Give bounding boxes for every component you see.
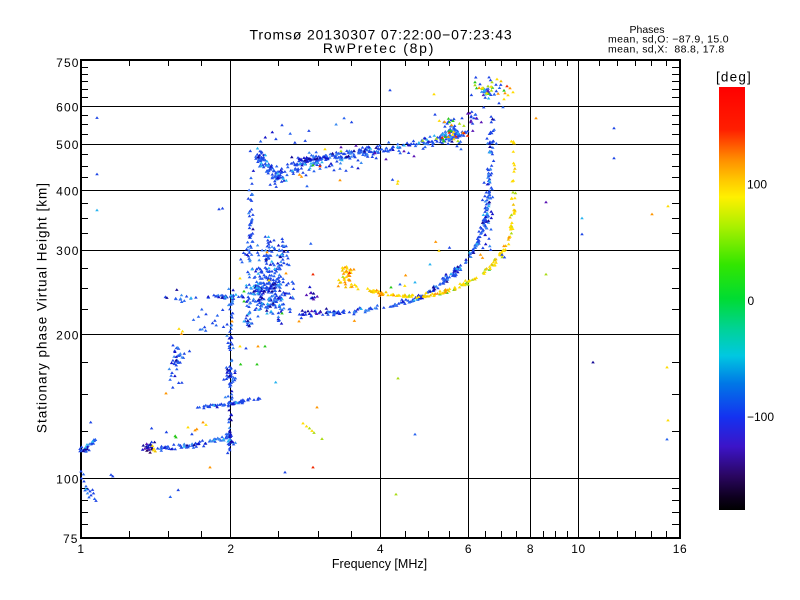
svg-text:mean, sd,X: 88.8, 17.8: mean, sd,X: 88.8, 17.8 [608, 44, 725, 56]
svg-text:10: 10 [571, 542, 586, 556]
svg-text:mean, sd,O: −87.9, 15.0: mean, sd,O: −87.9, 15.0 [608, 34, 729, 46]
svg-text:6: 6 [465, 542, 472, 556]
svg-text:75: 75 [63, 532, 79, 546]
svg-text:600: 600 [56, 100, 79, 114]
svg-text:1: 1 [77, 542, 84, 556]
svg-text:4: 4 [377, 542, 384, 556]
svg-text:750: 750 [56, 56, 79, 70]
svg-text:100: 100 [747, 178, 767, 192]
svg-text:Tromsø 20130307 07:22:00−07:23: Tromsø 20130307 07:22:00−07:23:43 [250, 27, 513, 43]
svg-text:500: 500 [56, 138, 79, 152]
svg-text:2: 2 [227, 542, 234, 556]
svg-text:−100: −100 [747, 410, 774, 424]
svg-text:Stationary phase Virtual Heigh: Stationary phase Virtual Height [km] [35, 182, 50, 433]
svg-text:0: 0 [748, 294, 755, 308]
svg-text:[deg]: [deg] [716, 70, 752, 85]
svg-text:RwPretec (8p): RwPretec (8p) [323, 40, 435, 56]
svg-text:Frequency [MHz]: Frequency [MHz] [332, 557, 427, 571]
svg-text:16: 16 [673, 542, 688, 556]
svg-text:200: 200 [56, 328, 79, 342]
svg-text:Phases: Phases [629, 24, 664, 36]
svg-text:400: 400 [56, 185, 79, 199]
svg-text:100: 100 [56, 472, 79, 486]
svg-text:300: 300 [56, 244, 79, 258]
svg-text:8: 8 [527, 542, 534, 556]
